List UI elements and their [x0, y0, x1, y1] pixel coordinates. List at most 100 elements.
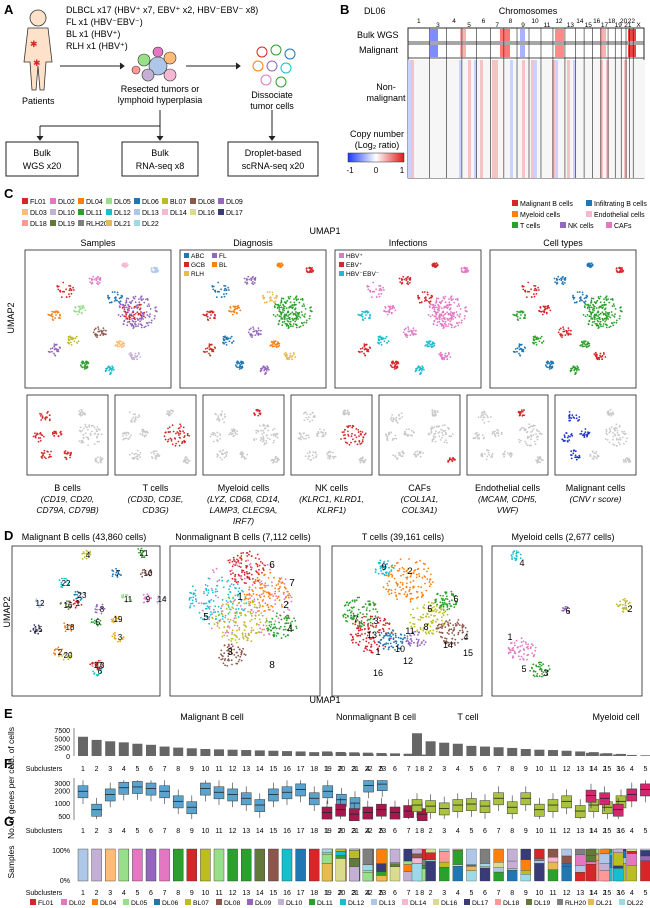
chromosome-label: 18	[608, 18, 616, 25]
g-category-label: 2	[339, 890, 343, 897]
f-box	[547, 799, 559, 812]
cnv-malignant-segment	[500, 45, 510, 57]
f-box	[281, 786, 293, 800]
infection-swatch	[339, 262, 344, 267]
g-stack-segment	[479, 868, 491, 882]
infection-legend: HBV⁺ EBV⁺ HBV⁻EBV⁻	[339, 253, 379, 278]
g-stack-segment	[575, 848, 586, 855]
malignant-subcluster	[120, 593, 133, 603]
marker-umap-cluster	[413, 450, 424, 458]
e-bar	[507, 747, 518, 756]
marker-umap-cluster	[491, 428, 503, 437]
g-stack-segment	[561, 863, 572, 867]
umap-cluster	[460, 266, 470, 274]
e-category-label: 11	[549, 766, 556, 773]
svg-text:scRNA-seq x20: scRNA-seq x20	[242, 161, 305, 171]
e-bar	[390, 753, 400, 756]
e-bar	[466, 745, 477, 756]
marker-umap-0	[26, 394, 109, 476]
chromosome-label: 7	[495, 22, 499, 29]
e-category-label: 22	[365, 766, 373, 773]
celltype-swatch	[512, 200, 518, 206]
g-stack-segment	[439, 861, 450, 868]
cnv-nonmalignant-stripe	[465, 60, 468, 178]
g-stack-segment	[585, 848, 597, 856]
g-stack-segment	[575, 865, 586, 873]
f-category-label: 23	[378, 828, 386, 835]
chromosome-label: 14	[576, 18, 584, 25]
e-category-label: 5	[643, 766, 647, 773]
marker-umap-cluster	[40, 449, 52, 460]
cnv-nonmalignant-stripe	[450, 60, 453, 178]
celltype-legend-label: Endothelial cells	[594, 212, 645, 219]
celltype-swatch	[586, 200, 592, 206]
t-subcluster-label: 14	[443, 640, 453, 650]
bottom-legend-swatch	[340, 899, 346, 905]
g-category-label: 11	[215, 890, 222, 897]
e-bar	[417, 754, 428, 756]
f-box	[389, 806, 401, 820]
f-category-label: 1	[589, 828, 593, 835]
e-bar	[91, 739, 102, 756]
celltype-legend: Malignant B cells Infiltrating B cells Mye…	[512, 200, 647, 230]
umap-frame	[26, 394, 109, 476]
t-subcluster-label: 12	[403, 656, 413, 666]
e-bar	[640, 755, 650, 756]
malignant-subcluster-label: 11	[124, 595, 133, 604]
cnv-nonmalignant-stripe	[534, 60, 537, 178]
f-category-label: 4	[122, 828, 126, 835]
nonmalignant-subcluster-label: 8	[269, 660, 275, 671]
e-bar	[214, 749, 224, 756]
c-umap2-label: UMAP2	[6, 302, 16, 333]
g-stack-segment	[626, 853, 637, 866]
cnv-nonmalignant-stripe	[579, 60, 582, 178]
f-category-label: 3	[352, 828, 356, 835]
tumor-star-2: ✱	[33, 58, 41, 68]
g-stack-segment	[281, 848, 293, 882]
g-stack-segment	[479, 848, 491, 864]
f-box	[91, 803, 102, 817]
f-category-label: 5	[135, 828, 139, 835]
bottom-legend-swatch	[402, 899, 408, 905]
g-stack-segment	[309, 848, 320, 882]
bottom-legend-swatch	[526, 899, 532, 905]
bulk-wgs-box: Bulk WGS x20	[5, 141, 79, 177]
f-box	[132, 781, 143, 794]
g-stack-segment	[227, 848, 238, 882]
malignant-subcluster-label: 1	[76, 599, 81, 608]
sample-legend: FL01 DL02 DL04 DL05 DL06 BL07 DL08 DL09 DL03 DL10…	[22, 198, 243, 228]
e-category-label: 1	[325, 766, 329, 773]
e-category-label: 3	[442, 766, 446, 773]
t-subcluster-label: 3	[373, 616, 378, 626]
malignant-subcluster-label: 14	[158, 595, 167, 604]
g-stack-segment	[172, 848, 184, 882]
umap-cluster	[128, 351, 142, 361]
bottom-legend-swatch	[309, 899, 315, 905]
g-stack-segment	[626, 848, 637, 852]
marker-umap-cluster	[214, 410, 227, 424]
umap-tcell-core	[586, 303, 611, 323]
e-bar	[227, 749, 238, 756]
marker-umap-cluster	[128, 411, 141, 423]
marker-umap-6	[554, 394, 637, 476]
t-subcluster-label: 9	[381, 562, 386, 572]
g-category-label: 8	[420, 890, 424, 897]
g-category-label: 3	[108, 890, 112, 897]
sample-swatch	[190, 198, 196, 204]
e-category-label: 5	[379, 766, 383, 773]
g-stack-segment	[626, 865, 637, 882]
celltype-swatch	[560, 222, 566, 228]
nonmalignant-subcluster-label: 7	[289, 578, 295, 589]
g-category-label: 7	[163, 890, 167, 897]
g-stack-segment	[77, 848, 89, 882]
diagnosis-swatch	[212, 253, 217, 258]
f-category-label: 15	[270, 828, 278, 835]
myeloid-subcluster-label: 5	[521, 664, 526, 674]
sample-legend-label: DL22	[142, 221, 159, 228]
dissociate-label-2: tumor cells	[250, 101, 294, 111]
patients-label: Patients	[22, 96, 55, 106]
e-bar	[322, 751, 332, 756]
e-category-label: 20	[338, 766, 346, 773]
cnv-nonmalignant-stripe	[537, 60, 540, 178]
